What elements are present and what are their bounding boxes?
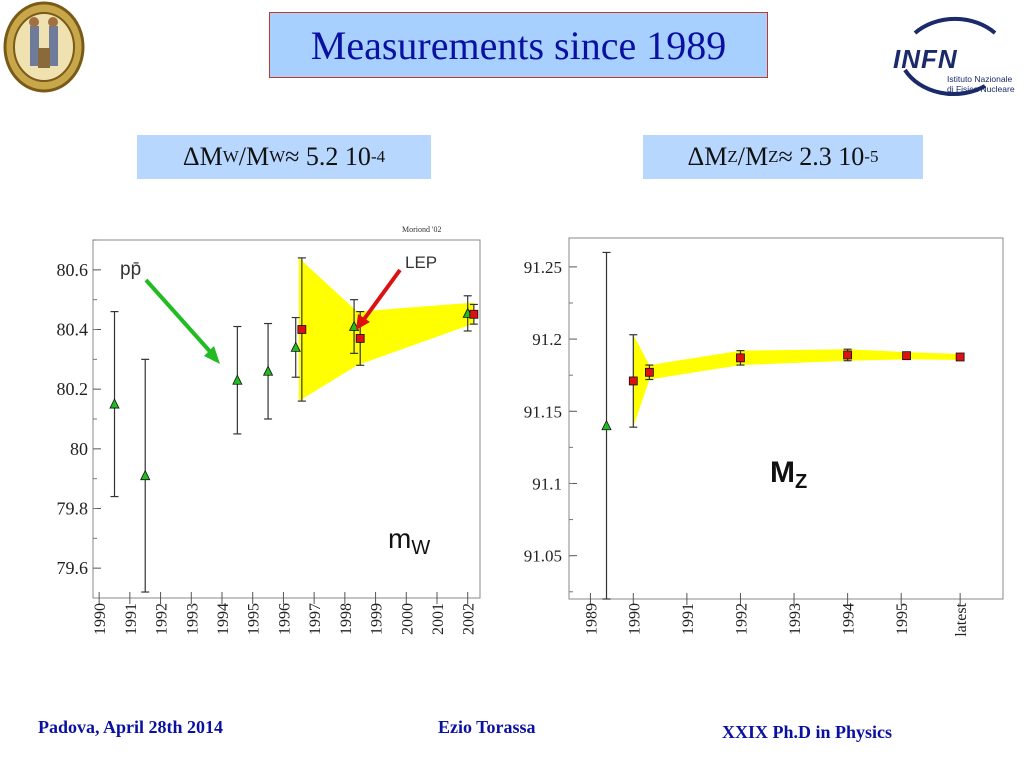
mw-label: mW	[388, 523, 430, 559]
mw-resolution-formula: ΔM W/M W ≈ 5.2 10 -4	[137, 135, 431, 179]
mz-label: MZ	[770, 456, 807, 493]
formula-w-delta: ΔM	[182, 142, 223, 171]
lep-arrow-head	[356, 314, 370, 330]
x-tick-label: 1996	[276, 603, 293, 635]
plot-frame	[92, 239, 481, 599]
footer-location-date: Padova, April 28th 2014	[38, 717, 224, 737]
x-tick-label: 1991	[680, 603, 697, 635]
y-tick-label: 91.05	[524, 547, 562, 566]
lep-square-marker	[469, 309, 479, 319]
y-tick-label: 91.15	[524, 402, 562, 421]
lep-square-marker	[628, 376, 638, 386]
formula-z-slash: /M	[737, 142, 769, 171]
ppbar-triangle-marker	[601, 419, 612, 431]
lep-annotation: LEP	[405, 253, 437, 272]
moriond-note: Moriond '02	[402, 225, 441, 234]
x-tick-label: 2000	[399, 603, 416, 635]
slide-title: Measurements since 1989	[269, 12, 768, 78]
lep-square-marker	[843, 350, 853, 360]
ppbar-annotation: pp̄	[120, 259, 141, 280]
lep-arrow-shaft	[360, 268, 402, 324]
plot-frame	[568, 237, 1004, 600]
label-subscript: Z	[795, 471, 807, 493]
y-tick-label: 80.4	[57, 320, 89, 340]
y-tick-label: 91.2	[532, 330, 562, 349]
formula-z-sub2: Z	[768, 147, 779, 166]
x-tick-label: 1995	[894, 603, 911, 635]
infn-wordmark: INFN	[893, 44, 958, 74]
lep-square-marker	[644, 367, 654, 377]
ppbar-arrow-head	[204, 346, 220, 364]
x-tick-label: 1994	[215, 603, 232, 635]
y-tick-label: 91.1	[532, 474, 562, 493]
x-tick-label: 2002	[461, 603, 478, 635]
formula-z-value: ≈ 2.3 10	[778, 142, 865, 171]
x-tick-label: 1994	[841, 603, 858, 635]
y-tick-label: 79.8	[57, 499, 89, 519]
x-tick-label: 1992	[154, 603, 171, 635]
ppbar-triangle-marker	[109, 398, 120, 409]
y-tick-label: 91.25	[524, 258, 562, 277]
ppbar-triangle-marker	[262, 365, 274, 376]
lep-square-marker	[736, 353, 745, 363]
x-tick-label: 1997	[307, 603, 324, 635]
lep-square-marker	[297, 325, 307, 334]
average-band	[633, 334, 961, 428]
y-tick-label: 80.2	[57, 379, 89, 399]
x-tick-label: latest	[953, 602, 970, 636]
formula-w-sub1: W	[222, 147, 239, 166]
lep-square-marker	[955, 352, 965, 362]
ppbar-triangle-marker	[348, 320, 360, 331]
infn-logo: INFN Istituto Nazionale di Fisica Nuclea…	[885, 8, 1020, 108]
x-tick-label: 1991	[123, 603, 140, 635]
ppbar-arrow-shaft	[144, 278, 216, 358]
university-seal-logo	[3, 1, 85, 93]
infn-caption-line2: di Fisica Nucleare	[947, 84, 1015, 94]
infn-caption-line1: Istituto Nazionale	[947, 74, 1012, 84]
ppbar-triangle-marker	[232, 374, 243, 385]
label-subscript: W	[411, 537, 430, 559]
x-tick-label: 2001	[430, 603, 447, 635]
y-tick-label: 80	[70, 439, 88, 459]
ppbar-triangle-marker	[290, 341, 301, 352]
mz-resolution-formula: ΔM Z/M Z ≈ 2.3 10 -5	[643, 135, 923, 179]
mw-plot: 79.6 79.8 80 80.2 80.4 80.6 1990 1991 1992 1993 19…	[57, 225, 481, 635]
x-tick-label: 1989	[583, 603, 600, 635]
footer-author: Ezio Torassa	[438, 717, 536, 737]
x-tick-label: 1990	[92, 603, 109, 635]
average-band	[298, 257, 474, 402]
formula-z-delta: ΔM	[687, 142, 728, 171]
formula-z-sub1: Z	[727, 147, 738, 166]
formula-w-slash: /M	[238, 142, 270, 171]
mz-plot: 91.05 91.1 91.15 91.2 91.25 1989 1990 1991 1992 1…	[524, 237, 1004, 637]
x-tick-label: 1999	[369, 603, 386, 635]
formula-w-value: ≈ 5.2 10	[285, 142, 371, 171]
formula-w-exponent: -4	[370, 147, 386, 166]
formula-w-sub2: W	[269, 147, 286, 166]
x-tick-label: 1993	[184, 603, 201, 635]
y-tick-label: 79.6	[57, 558, 89, 578]
footer-event: XXIX Ph.D in Physics	[722, 722, 893, 742]
x-tick-label: 1998	[338, 603, 355, 635]
y-tick-label: 80.6	[57, 260, 89, 280]
lep-square-marker	[355, 334, 365, 343]
x-tick-label: 1993	[787, 603, 804, 635]
lep-square-marker	[902, 351, 911, 361]
ppbar-triangle-marker	[140, 469, 151, 481]
x-tick-label: 1990	[626, 603, 643, 635]
x-tick-label: 1992	[733, 603, 750, 635]
formula-z-exponent: -5	[864, 147, 879, 166]
x-tick-label: 1995	[246, 603, 263, 635]
ppbar-triangle-marker	[462, 307, 473, 318]
